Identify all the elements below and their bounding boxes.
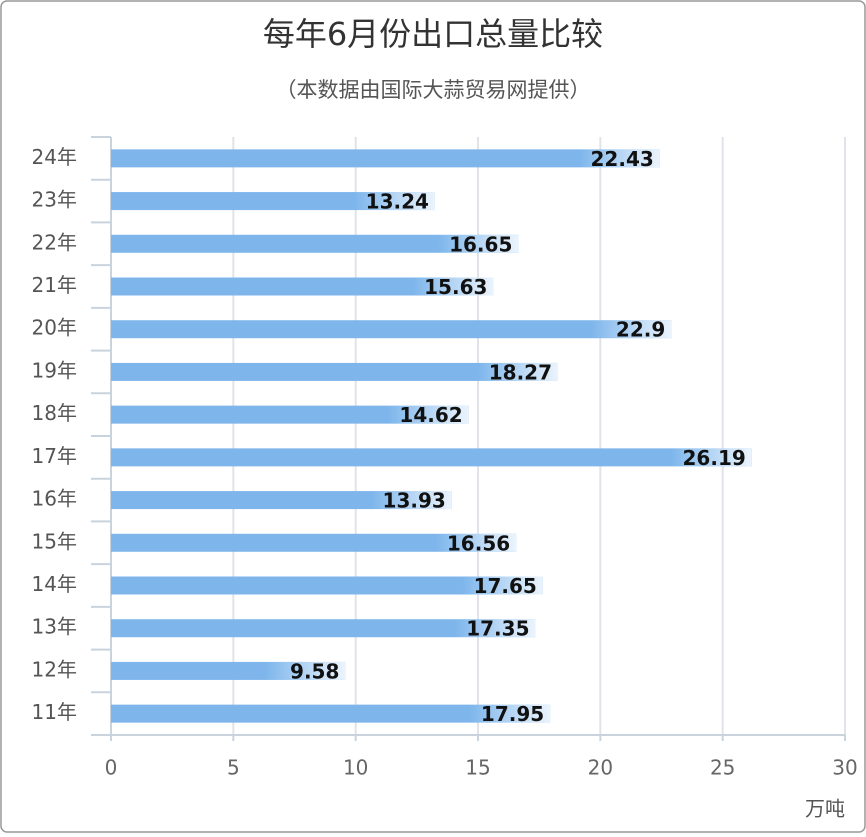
x-tick-label: 5 [227,756,240,780]
x-tick-label: 15 [465,756,490,780]
y-tick-label: 14年 [32,572,77,596]
y-tick-label: 19年 [32,358,77,382]
bar-highlight [436,533,517,552]
value-label: 9.58 [290,659,339,683]
bar-highlight [462,576,543,595]
value-label: 13.24 [366,190,429,214]
bar [111,576,543,595]
bar [111,277,494,296]
y-tick-label: 16年 [32,487,77,511]
bar-highlight [354,192,435,211]
y-tick-label: 15年 [32,529,77,553]
value-label: 15.63 [424,275,487,299]
bar-highlight [579,149,660,168]
bar [111,533,517,552]
y-tick-label: 22年 [32,230,77,254]
y-tick-label: 18年 [32,401,77,425]
y-tick-label: 24年 [32,145,77,169]
y-tick-label: 13年 [32,615,77,639]
value-label: 14.62 [399,403,462,427]
value-label: 26.19 [683,446,746,470]
x-tick-label: 25 [710,756,735,780]
bar-highlight [438,234,519,253]
value-label: 17.65 [474,574,537,598]
value-label: 16.65 [449,232,512,256]
value-label: 13.93 [383,489,446,513]
x-tick-label: 0 [105,756,118,780]
value-label: 17.95 [481,702,544,726]
value-label: 22.43 [591,147,654,171]
chart-title: 每年6月份出口总量比较 [263,15,603,53]
bar [111,405,469,424]
x-tick-label: 30 [832,756,857,780]
bar-highlight [591,320,672,339]
bar [111,491,452,510]
bar [111,704,551,723]
bar-highlight [388,405,469,424]
bar [111,192,435,211]
bar [111,619,536,638]
bar [111,448,752,467]
x-axis-label: 万吨 [805,797,845,821]
bar-highlight [371,491,452,510]
y-tick-label: 23年 [32,188,77,212]
bar-highlight [413,277,494,296]
bar-highlight [470,704,551,723]
x-tick-label: 20 [588,756,613,780]
bar-highlight [455,619,536,638]
value-label: 17.35 [466,617,529,641]
bar [111,362,559,381]
bar-highlight [478,362,559,381]
chart-subtitle: （本数据由国际大蒜贸易网提供） [276,78,591,102]
y-tick-label: 21年 [32,273,77,297]
y-tick-label: 20年 [32,316,77,340]
value-label: 16.56 [447,531,510,555]
bar-highlight [265,661,346,680]
value-label: 18.27 [489,360,552,384]
value-label: 22.9 [616,318,665,342]
bar [111,234,519,253]
bar [111,320,672,339]
y-tick-label: 11年 [32,700,77,724]
y-tick-label: 17年 [32,444,77,468]
y-tick-label: 12年 [32,657,77,681]
bar [111,149,660,168]
bar-highlight [671,448,752,467]
x-tick-label: 10 [343,756,368,780]
